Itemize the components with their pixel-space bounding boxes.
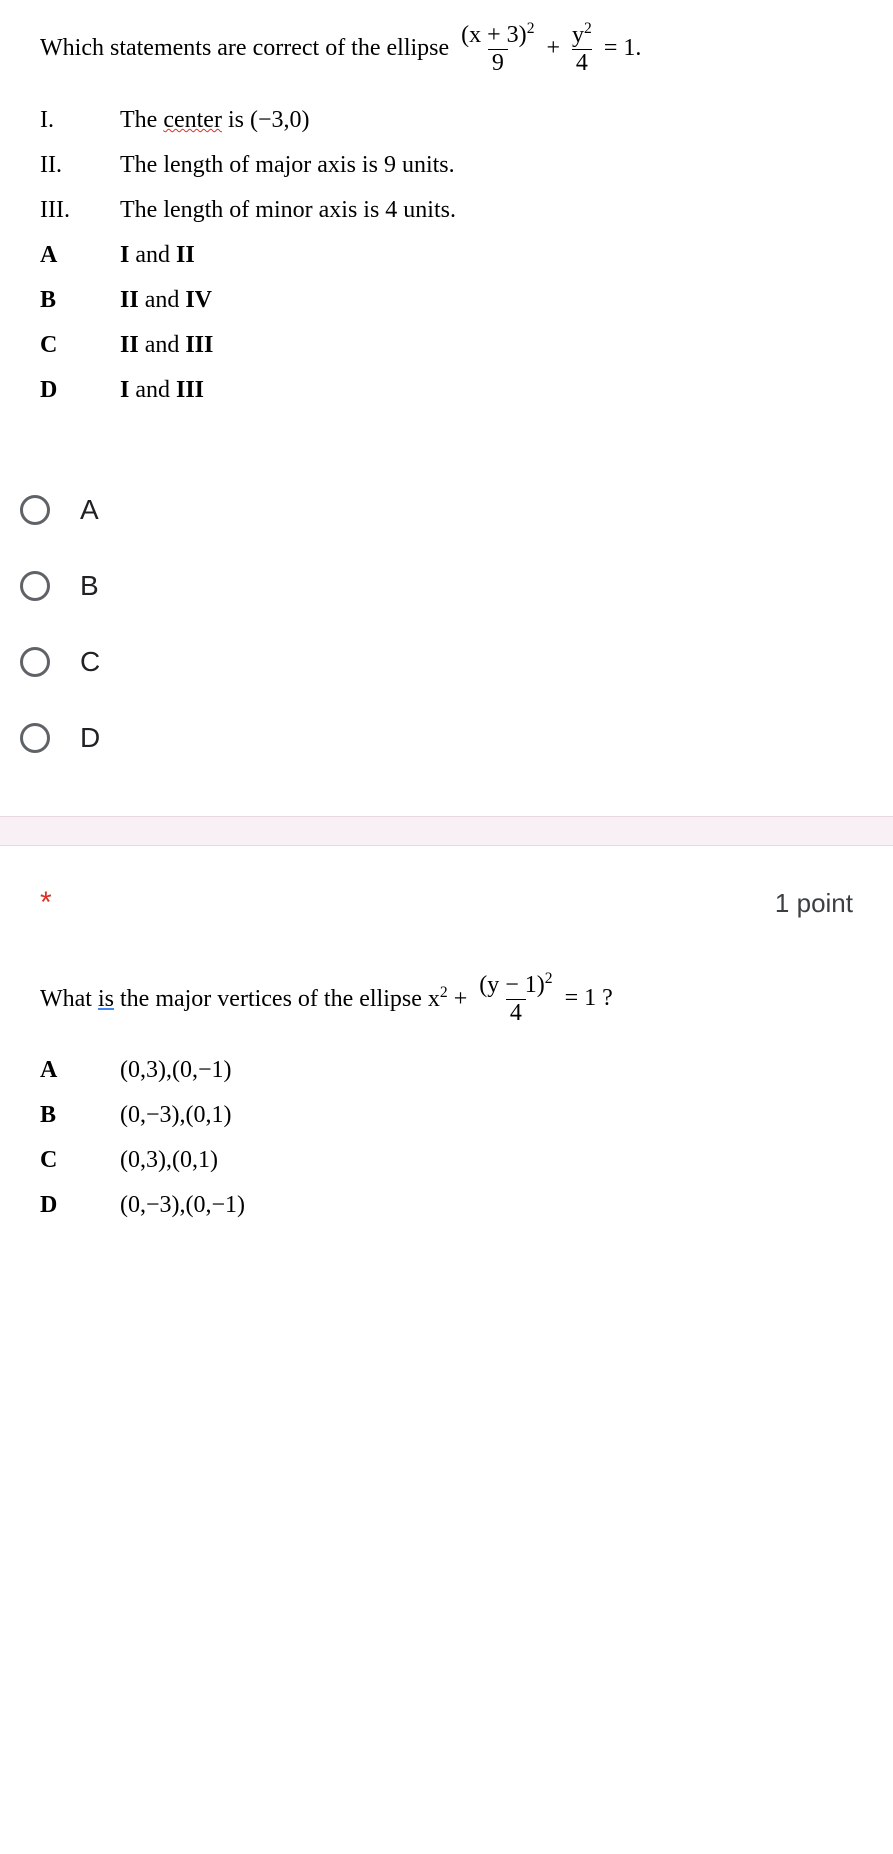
q1-frac1: (x + 3)2 9 xyxy=(457,20,538,77)
q1-frac2: y2 4 xyxy=(568,20,596,77)
statement-I: I.The center is (−3,0) xyxy=(40,107,853,134)
option-label: D xyxy=(40,377,120,404)
statement-II: II.The length of major axis is 9 units. xyxy=(40,152,853,179)
q2-frac-den: 4 xyxy=(506,999,526,1027)
statement-label: I. xyxy=(40,107,120,134)
radio-label: A xyxy=(80,494,99,526)
q2-option-label: B xyxy=(40,1102,120,1129)
q2-option-label: C xyxy=(40,1147,120,1174)
q2-header: * 1 point xyxy=(0,846,893,970)
q2-end: = 1 ? xyxy=(565,985,613,1012)
q2-frac-num: (y − 1)2 xyxy=(475,970,556,999)
required-asterisk: * xyxy=(40,886,52,920)
q2-frac: (y − 1)2 4 xyxy=(475,970,556,1027)
q2-option-text: (0,3),(0,−1) xyxy=(120,1057,232,1084)
radio-label: C xyxy=(80,646,100,678)
option-label: A xyxy=(40,242,120,269)
radio-circle-icon[interactable] xyxy=(20,723,50,753)
statement-text: The center is (−3,0) xyxy=(120,107,309,134)
statement-text: The length of minor axis is 4 units. xyxy=(120,197,456,224)
q2-option-label: D xyxy=(40,1192,120,1219)
statement-label: III. xyxy=(40,197,120,224)
q1-prompt-text: Which statements are correct of the elli… xyxy=(40,35,449,62)
radio-label: D xyxy=(80,722,100,754)
question-1: Which statements are correct of the elli… xyxy=(0,0,893,452)
q2-text: What is the major vertices of the ellips… xyxy=(40,984,467,1013)
q2-option-text: (0,3),(0,1) xyxy=(120,1147,218,1174)
q2-option-text: (0,−3),(0,−1) xyxy=(120,1192,245,1219)
option-D: DI and III xyxy=(40,377,853,404)
option-label: C xyxy=(40,332,120,359)
option-A: AI and II xyxy=(40,242,853,269)
q2-option-text: (0,−3),(0,1) xyxy=(120,1102,232,1129)
q1-frac2-den: 4 xyxy=(572,49,592,77)
q1-plus: + xyxy=(546,35,560,62)
option-text: II and III xyxy=(120,332,213,359)
statement-label: II. xyxy=(40,152,120,179)
q2-option-C: C(0,3),(0,1) xyxy=(40,1147,853,1174)
radio-circle-icon[interactable] xyxy=(20,495,50,525)
radio-option-A[interactable]: A xyxy=(20,472,853,548)
option-text: I and III xyxy=(120,377,204,404)
radio-option-C[interactable]: C xyxy=(20,624,853,700)
q2-prompt: What is the major vertices of the ellips… xyxy=(40,970,853,1027)
section-divider xyxy=(0,816,893,846)
q2-options: A(0,3),(0,−1)B(0,−3),(0,1)C(0,3),(0,1)D(… xyxy=(40,1057,853,1219)
q1-frac1-den: 9 xyxy=(488,49,508,77)
q1-frac2-num: y2 xyxy=(568,20,596,49)
radio-option-D[interactable]: D xyxy=(20,700,853,776)
radio-option-B[interactable]: B xyxy=(20,548,853,624)
q2-option-A: A(0,3),(0,−1) xyxy=(40,1057,853,1084)
option-C: CII and III xyxy=(40,332,853,359)
radio-label: B xyxy=(80,570,99,602)
radio-circle-icon[interactable] xyxy=(20,571,50,601)
radio-circle-icon[interactable] xyxy=(20,647,50,677)
q1-options: AI and IIBII and IVCII and IIIDI and III xyxy=(40,242,853,404)
question-2: What is the major vertices of the ellips… xyxy=(0,970,893,1257)
q1-radio-group: A B C D xyxy=(0,452,893,816)
q2-option-D: D(0,−3),(0,−1) xyxy=(40,1192,853,1219)
option-B: BII and IV xyxy=(40,287,853,314)
q1-eq: = 1. xyxy=(604,35,642,62)
q1-prompt: Which statements are correct of the elli… xyxy=(40,20,853,77)
points-label: 1 point xyxy=(775,888,853,919)
option-label: B xyxy=(40,287,120,314)
q1-statements: I.The center is (−3,0)II.The length of m… xyxy=(40,107,853,224)
statement-text: The length of major axis is 9 units. xyxy=(120,152,455,179)
q1-frac1-num: (x + 3)2 xyxy=(457,20,538,49)
option-text: I and II xyxy=(120,242,195,269)
option-text: II and IV xyxy=(120,287,212,314)
statement-III: III.The length of minor axis is 4 units. xyxy=(40,197,853,224)
q2-option-label: A xyxy=(40,1057,120,1084)
q2-option-B: B(0,−3),(0,1) xyxy=(40,1102,853,1129)
